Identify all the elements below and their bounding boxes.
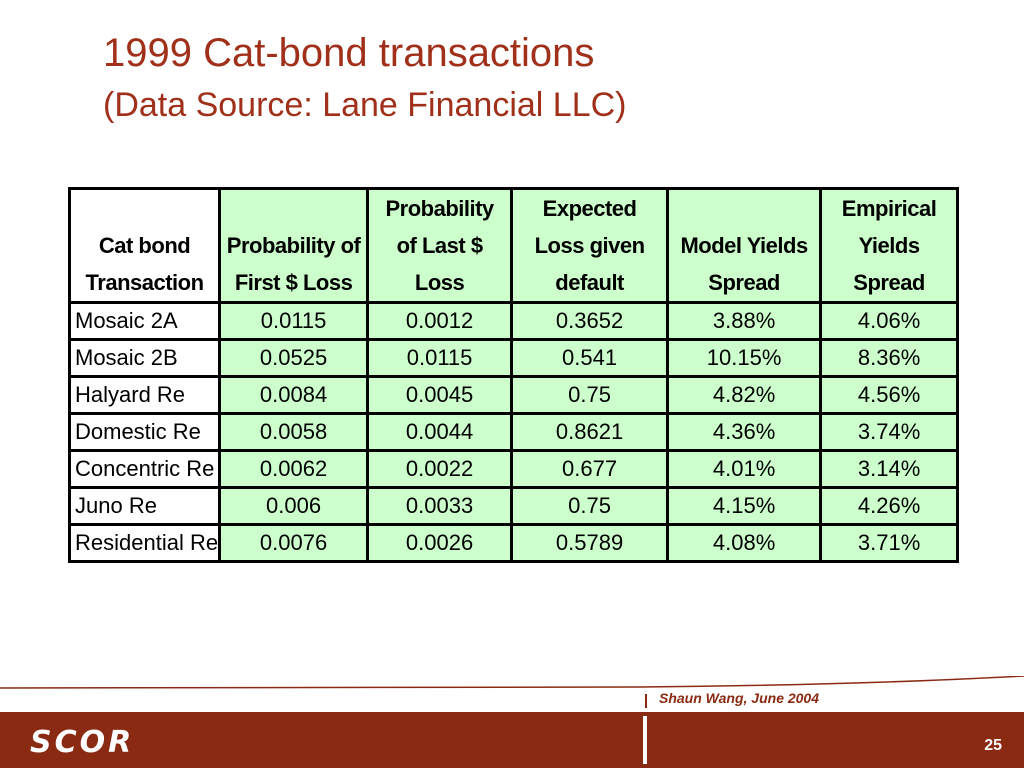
cell-empirical-spread: 4.06%	[819, 301, 960, 341]
header-line: of Last $	[396, 233, 483, 258]
cell-expected-loss: 0.3652	[510, 301, 670, 341]
cell-transaction: Mosaic 2B	[67, 338, 222, 378]
cell-prob-first-loss: 0.0115	[218, 301, 370, 341]
header-line: Cat bond	[98, 233, 191, 258]
table-row: Halyard Re 0.0084 0.0045 0.75 4.82% 4.56…	[67, 375, 960, 415]
cell-prob-last-loss: 0.0045	[366, 375, 514, 415]
footer-rule	[0, 676, 1024, 689]
header-line: default	[555, 270, 624, 295]
cell-model-spread: 10.15%	[666, 338, 823, 378]
header-line: Probability of	[226, 233, 361, 258]
cell-prob-first-loss: 0.0058	[218, 412, 370, 452]
cell-prob-last-loss: 0.0022	[366, 449, 514, 489]
table-header-row: Cat bond Transaction Probability of Firs…	[67, 187, 960, 304]
header-line: Loss given	[534, 233, 645, 258]
cell-model-spread: 4.01%	[666, 449, 823, 489]
cell-model-spread: 4.08%	[666, 523, 823, 563]
table-row: Residential Re 0.0076 0.0026 0.5789 4.08…	[67, 523, 960, 563]
cell-prob-first-loss: 0.006	[218, 486, 370, 526]
cell-transaction: Juno Re	[67, 486, 222, 526]
header-empirical-yields-spread: Empirical Yields Spread	[819, 187, 960, 304]
slide-subtitle: (Data Source: Lane Financial LLC)	[103, 86, 627, 124]
header-cat-bond-transaction: Cat bond Transaction	[67, 187, 222, 304]
cell-prob-first-loss: 0.0076	[218, 523, 370, 563]
cell-empirical-spread: 3.14%	[819, 449, 960, 489]
table-row: Juno Re 0.006 0.0033 0.75 4.15% 4.26%	[67, 486, 960, 526]
cell-expected-loss: 0.8621	[510, 412, 670, 452]
header-line: First $ Loss	[234, 270, 353, 295]
cell-transaction: Halyard Re	[67, 375, 222, 415]
header-line: Probability	[385, 196, 494, 221]
table-row: Concentric Re 0.0062 0.0022 0.677 4.01% …	[67, 449, 960, 489]
header-line: Spread	[853, 270, 925, 295]
cell-prob-first-loss: 0.0525	[218, 338, 370, 378]
scor-logo: SCOR	[30, 725, 134, 758]
cell-transaction: Concentric Re	[67, 449, 222, 489]
table-row: Mosaic 2A 0.0115 0.0012 0.3652 3.88% 4.0…	[67, 301, 960, 341]
cell-expected-loss: 0.677	[510, 449, 670, 489]
cell-prob-last-loss: 0.0115	[366, 338, 514, 378]
cell-prob-first-loss: 0.0062	[218, 449, 370, 489]
footer-bar	[0, 712, 1024, 768]
cell-empirical-spread: 3.71%	[819, 523, 960, 563]
cell-prob-last-loss: 0.0026	[366, 523, 514, 563]
cell-empirical-spread: 4.26%	[819, 486, 960, 526]
author-credit: Shaun Wang, June 2004	[659, 690, 820, 706]
cell-empirical-spread: 8.36%	[819, 338, 960, 378]
table-row: Mosaic 2B 0.0525 0.0115 0.541 10.15% 8.3…	[67, 338, 960, 378]
slide-title: 1999 Cat-bond transactions	[103, 31, 595, 75]
header-probability-last-loss: Probability of Last $ Loss	[366, 187, 514, 304]
header-expected-loss-given-default: Expected Loss given default	[510, 187, 670, 304]
author-divider	[645, 694, 647, 708]
header-line: Loss	[414, 270, 465, 295]
page-number: 25	[984, 737, 1002, 754]
cell-expected-loss: 0.75	[510, 375, 670, 415]
header-line: Transaction	[85, 270, 204, 295]
header-line: Spread	[708, 270, 780, 295]
header-model-yields-spread: Model Yields Spread	[666, 187, 823, 304]
header-line: Empirical	[841, 196, 937, 221]
cell-expected-loss: 0.75	[510, 486, 670, 526]
header-line: Model Yields	[680, 233, 808, 258]
cell-prob-last-loss: 0.0033	[366, 486, 514, 526]
cell-prob-last-loss: 0.0012	[366, 301, 514, 341]
cell-model-spread: 4.82%	[666, 375, 823, 415]
logo-wordmark: SCOR	[30, 725, 134, 758]
cell-transaction: Residential Re	[67, 523, 222, 563]
cell-transaction: Domestic Re	[67, 412, 222, 452]
cell-prob-first-loss: 0.0084	[218, 375, 370, 415]
cell-empirical-spread: 3.74%	[819, 412, 960, 452]
header-probability-first-loss: Probability of First $ Loss	[218, 187, 370, 304]
cell-empirical-spread: 4.56%	[819, 375, 960, 415]
cat-bond-table: Cat bond Transaction Probability of Firs…	[67, 187, 960, 563]
cell-expected-loss: 0.5789	[510, 523, 670, 563]
cell-prob-last-loss: 0.0044	[366, 412, 514, 452]
header-line: Yields	[858, 233, 921, 258]
cell-model-spread: 4.36%	[666, 412, 823, 452]
table-row: Domestic Re 0.0058 0.0044 0.8621 4.36% 3…	[67, 412, 960, 452]
header-line: Expected	[542, 196, 637, 221]
cell-expected-loss: 0.541	[510, 338, 670, 378]
cell-model-spread: 3.88%	[666, 301, 823, 341]
cell-transaction: Mosaic 2A	[67, 301, 222, 341]
footer-divider	[643, 716, 647, 764]
cell-model-spread: 4.15%	[666, 486, 823, 526]
